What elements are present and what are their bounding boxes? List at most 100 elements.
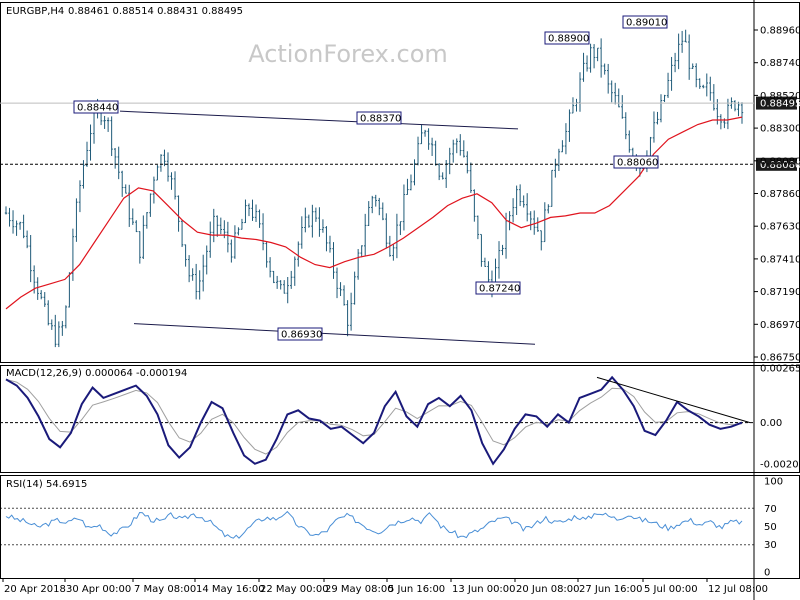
price-tag-label: 0.88080 [760, 160, 800, 171]
x-tick-label: 29 May 08:00 [325, 584, 394, 595]
main-y-tick-label: 0.87860 [760, 189, 800, 200]
candle [75, 198, 78, 242]
candle [466, 151, 469, 174]
candle [571, 97, 575, 114]
candle [233, 225, 237, 259]
candle [413, 159, 416, 186]
candle [180, 220, 184, 248]
candle [64, 305, 68, 329]
x-tick-label: 14 May 16:00 [196, 584, 265, 595]
annotation-box [622, 15, 668, 29]
candle [47, 300, 50, 326]
candle [166, 152, 170, 182]
candle [356, 249, 360, 280]
main-y-tick-label: 0.88080 [760, 156, 800, 167]
x-tick-label: 30 Apr 00:00 [66, 584, 131, 595]
candle [726, 98, 730, 130]
annotation-label: 0.88440 [77, 103, 118, 114]
annotation-box [73, 100, 119, 114]
candle [469, 162, 473, 193]
macd-series [0, 375, 754, 466]
candle [740, 102, 744, 124]
price-annotation: 0.88440 [73, 100, 119, 114]
candle [261, 213, 265, 251]
candle [392, 244, 395, 261]
candle [247, 203, 251, 217]
candle [226, 221, 230, 253]
candle [205, 245, 208, 275]
candle [244, 199, 247, 224]
candle [659, 94, 663, 123]
candle [712, 84, 716, 111]
candle [624, 112, 627, 140]
candle [279, 280, 282, 290]
candle [54, 314, 57, 348]
candle [300, 216, 304, 249]
candle [156, 165, 159, 181]
candle [325, 226, 328, 252]
candle [106, 117, 110, 132]
candle [15, 220, 18, 236]
candle [596, 47, 599, 62]
candle [673, 52, 677, 73]
lower-channel-trendline [133, 323, 536, 345]
candle [275, 275, 279, 289]
rsi-title: RSI(14) 54.6915 [6, 479, 87, 490]
candle [684, 29, 687, 43]
candle [617, 88, 620, 108]
candle [416, 136, 420, 166]
candle [216, 215, 219, 237]
main-y-axis: 0.88960 0.88740 0.88520 0.88300 0.88080 0.878… [754, 26, 800, 364]
candle [258, 209, 261, 228]
candle [705, 73, 708, 97]
macd-line [5, 375, 743, 466]
candle [110, 116, 113, 157]
price-annotation: 0.86930 [277, 327, 323, 341]
support-price-tag [756, 157, 797, 171]
candle [371, 195, 374, 214]
macd-y-axis: 0.002652 0.00 -0.00202 [760, 364, 800, 471]
candle [353, 271, 356, 305]
candle [339, 282, 342, 297]
candle [737, 101, 740, 117]
annotation-box [356, 111, 402, 125]
candle [702, 84, 705, 89]
candle [268, 257, 272, 278]
candle [670, 56, 673, 91]
candle [297, 241, 300, 267]
annotation-label: 0.88900 [548, 34, 589, 45]
candle [85, 141, 89, 167]
candle [290, 270, 293, 289]
annotation-box [475, 281, 521, 295]
candle [184, 244, 187, 267]
candle [173, 171, 177, 200]
main-y-tick-label: 0.87410 [760, 254, 800, 265]
candle [142, 215, 145, 259]
candle [202, 254, 205, 292]
candle [293, 256, 296, 286]
candle [265, 241, 268, 268]
candle [170, 172, 173, 190]
candle [666, 72, 670, 98]
candle [589, 43, 592, 73]
candle [367, 201, 370, 227]
main-y-tick-label: 0.86750 [760, 353, 800, 364]
moving-average-line [5, 116, 743, 310]
candle [138, 231, 142, 264]
candle [29, 234, 32, 283]
macd-trendline [596, 376, 751, 424]
candle [459, 134, 462, 156]
upper-channel-trendline [119, 110, 519, 130]
candle [452, 139, 455, 163]
candle [135, 220, 138, 233]
moving-average-series [5, 116, 743, 310]
candle [304, 207, 307, 233]
candle [409, 174, 413, 191]
candle [159, 154, 163, 172]
candle [209, 221, 212, 258]
candle [395, 213, 399, 259]
candle [314, 207, 318, 222]
main-y-tick-label: 0.88740 [760, 58, 800, 69]
candle [145, 212, 149, 229]
candle [283, 280, 286, 294]
